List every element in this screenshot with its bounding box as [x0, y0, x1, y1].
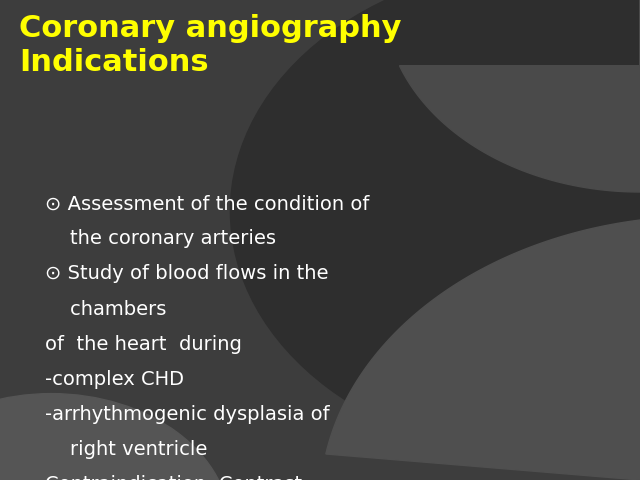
- Polygon shape: [326, 216, 640, 480]
- Text: Coronary angiography
Indications: Coronary angiography Indications: [19, 14, 402, 77]
- Text: right ventricle: right ventricle: [45, 440, 207, 459]
- Text: chambers: chambers: [45, 300, 166, 319]
- Text: -arrhythmogenic dysplasia of: -arrhythmogenic dysplasia of: [45, 405, 330, 424]
- Text: ⊙ Study of blood flows in the: ⊙ Study of blood flows in the: [45, 264, 328, 284]
- Text: of  the heart  during: of the heart during: [45, 335, 242, 354]
- Text: ⊙ Assessment of the condition of: ⊙ Assessment of the condition of: [45, 194, 369, 214]
- Text: -complex CHD: -complex CHD: [45, 370, 184, 389]
- Text: the coronary arteries: the coronary arteries: [45, 229, 276, 249]
- Text: Contraindication: Contrast: Contraindication: Contrast: [45, 475, 302, 480]
- Polygon shape: [399, 0, 640, 192]
- Circle shape: [230, 0, 640, 461]
- Circle shape: [0, 394, 230, 480]
